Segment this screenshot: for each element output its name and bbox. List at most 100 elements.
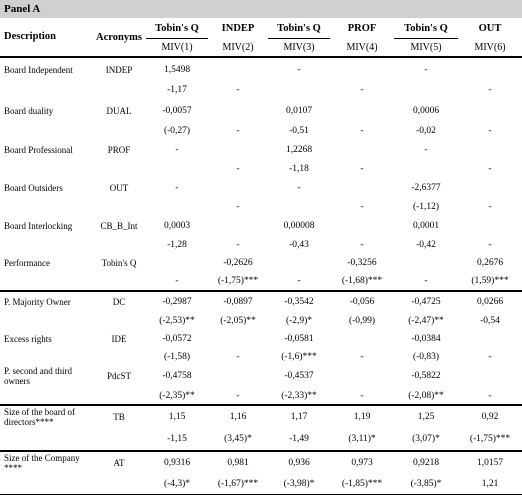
stat-cell bbox=[268, 198, 330, 216]
coef-cell: 0,981 bbox=[208, 450, 268, 474]
stat-cell: - bbox=[236, 202, 240, 212]
header-description: Description bbox=[0, 18, 92, 58]
coef-cell: 0,0003 bbox=[163, 221, 191, 231]
coef-cell: 1,15 bbox=[146, 404, 208, 428]
stat-cell: (3,11)* bbox=[348, 434, 376, 444]
coef-cell bbox=[330, 140, 394, 160]
coef-cell: -0,0581 bbox=[284, 333, 314, 344]
stat-cell bbox=[146, 160, 208, 178]
coef-cell: 0,92 bbox=[458, 404, 522, 428]
table-row-stat: - - (-1,12) - bbox=[0, 198, 522, 216]
stat-cell bbox=[394, 160, 458, 178]
stat-cell: - bbox=[360, 390, 364, 401]
table-row-stat: -1,15 (3,45)* -1,49 (3,11)* (3,07)* (-1,75)**… bbox=[0, 428, 522, 451]
stat-cell: (-0,83) bbox=[412, 351, 440, 362]
stat-cell: - bbox=[360, 85, 364, 95]
stat-cell: (3,45)* bbox=[224, 434, 252, 444]
table-row-stat: - (-1,75)*** - (-1,68)*** - (1,59)*** bbox=[0, 272, 522, 291]
stat-cell: (-0,99) bbox=[348, 315, 376, 326]
coef-cell bbox=[458, 329, 522, 348]
row-spacer bbox=[92, 81, 146, 99]
row-spacer bbox=[0, 474, 92, 495]
row-label: P. second and third owners bbox=[4, 366, 72, 386]
table-row: Performance Tobin's Q -0,2626 -0,3256 0,2676 bbox=[0, 254, 522, 272]
coef-cell: 1,2268 bbox=[285, 145, 313, 155]
coef-cell bbox=[208, 57, 268, 81]
stat-cell: (-1,85)*** bbox=[330, 474, 394, 495]
stat-cell: (-2,9)* bbox=[285, 315, 313, 326]
row-spacer bbox=[0, 312, 92, 329]
stat-cell: - bbox=[236, 351, 240, 362]
coef-cell: -0,0384 bbox=[411, 333, 441, 344]
coef-cell: -0,0897 bbox=[208, 290, 268, 312]
stat-cell: - bbox=[175, 276, 179, 286]
row-acronym: PROF bbox=[107, 145, 131, 155]
stat-cell: (-3,85)* bbox=[394, 474, 458, 495]
row-label: P. Majority Owner bbox=[0, 290, 92, 312]
row-label: Size of the board of directors**** bbox=[0, 404, 92, 428]
coef-cell: 0,0266 bbox=[458, 290, 522, 312]
stat-cell: -1,15 bbox=[167, 434, 187, 444]
row-spacer bbox=[0, 160, 92, 178]
coef-cell: -0,2626 bbox=[223, 258, 253, 268]
row-label: Board Interlocking bbox=[4, 221, 73, 231]
table-row: Size of the Company **** AT 0,9316 0,981 0,9… bbox=[0, 450, 522, 474]
coef-cell: - bbox=[424, 145, 428, 155]
row-label: Board Independent bbox=[4, 64, 73, 75]
coef-cell bbox=[458, 178, 522, 198]
header-model-2: MIV(2) bbox=[208, 38, 268, 58]
stat-cell: (-1,75)*** bbox=[217, 276, 259, 286]
table-row-stat: - -1,18 - - bbox=[0, 160, 522, 178]
coef-cell: 0,0001 bbox=[412, 221, 440, 231]
coef-cell: 1,17 bbox=[268, 404, 330, 428]
row-spacer bbox=[0, 81, 92, 99]
coef-cell: 0,0006 bbox=[412, 105, 440, 116]
stat-cell: (-2,53)** bbox=[159, 315, 195, 326]
row-spacer bbox=[92, 272, 146, 291]
stat-cell: - bbox=[236, 240, 240, 250]
stat-cell bbox=[394, 81, 458, 99]
table-row-stat: -1,17 - - - bbox=[0, 81, 522, 99]
row-acronym: IDE bbox=[111, 333, 127, 344]
row-spacer bbox=[92, 428, 146, 451]
stat-cell: -1,18 bbox=[289, 164, 309, 174]
stat-cell: - bbox=[236, 126, 240, 136]
row-spacer bbox=[0, 198, 92, 216]
coef-cell bbox=[458, 365, 522, 387]
stat-cell: (-1,75)*** bbox=[469, 434, 511, 444]
coef-cell bbox=[330, 329, 394, 348]
row-spacer bbox=[92, 387, 146, 405]
row-label: Board Outsiders bbox=[4, 183, 63, 193]
stat-cell: - bbox=[360, 351, 364, 362]
coef-cell: 0,0107 bbox=[285, 105, 313, 116]
coef-cell bbox=[208, 178, 268, 198]
row-acronym: CB_B_Int bbox=[100, 221, 138, 231]
row-spacer bbox=[92, 160, 146, 178]
row-acronym: DUAL bbox=[106, 105, 132, 116]
coef-cell bbox=[394, 254, 458, 272]
coef-cell: - bbox=[175, 183, 179, 193]
table-row-stat: (-4,3)* (-1,67)*** (-3,98)* (-1,85)*** (-3,8… bbox=[0, 474, 522, 495]
stat-cell: - bbox=[488, 202, 492, 212]
coef-cell: 0,936 bbox=[268, 450, 330, 474]
stat-cell: -1,28 bbox=[167, 240, 187, 250]
stat-cell: - bbox=[424, 276, 428, 286]
header-model-4: MIV(4) bbox=[330, 38, 394, 58]
row-acronym: TB bbox=[92, 404, 146, 428]
row-spacer bbox=[92, 122, 146, 140]
coef-cell bbox=[458, 216, 522, 236]
stat-cell: -0,51 bbox=[289, 126, 309, 136]
row-spacer bbox=[92, 198, 146, 216]
coef-cell: 1,19 bbox=[330, 404, 394, 428]
stat-cell: (-4,3)* bbox=[146, 474, 208, 495]
table-row-stat: (-2,53)** (-2,05)** (-2,9)* (-0,99) (-2,47)*… bbox=[0, 312, 522, 329]
header-depvar-5: Tobin's Q bbox=[394, 18, 458, 39]
coef-cell bbox=[208, 365, 268, 387]
row-spacer bbox=[0, 236, 92, 254]
stat-cell: (-2,47)** bbox=[408, 315, 444, 326]
table-row: P. second and third owners PdcST -0,4758 -0… bbox=[0, 365, 522, 387]
table-row: Board Professional PROF - 1,2268 - bbox=[0, 140, 522, 160]
header-depvar-6: OUT bbox=[478, 22, 502, 34]
stat-cell: - bbox=[236, 390, 240, 401]
coef-cell: -0,0572 bbox=[162, 333, 192, 344]
